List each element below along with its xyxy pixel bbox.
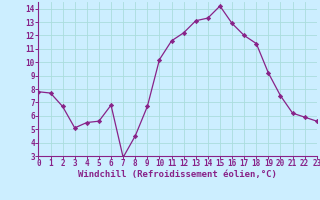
X-axis label: Windchill (Refroidissement éolien,°C): Windchill (Refroidissement éolien,°C) bbox=[78, 170, 277, 179]
